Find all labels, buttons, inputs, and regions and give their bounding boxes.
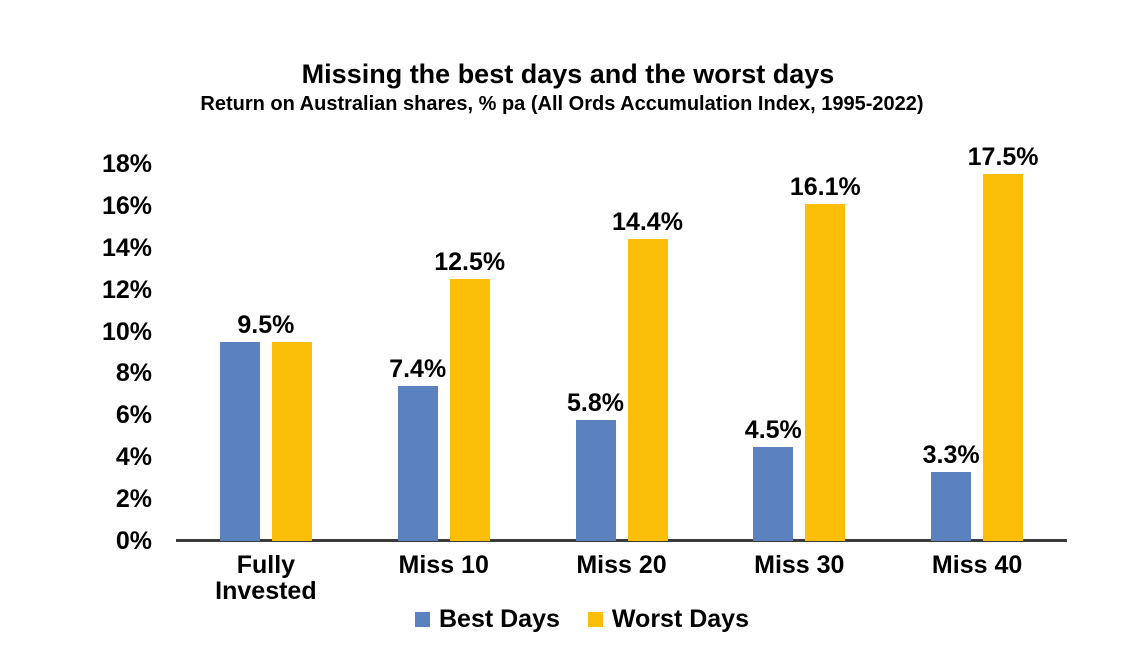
legend-swatch-icon <box>415 611 430 627</box>
data-label-worst-days-2: 14.4% <box>612 208 683 237</box>
y-tick-label: 2% <box>115 485 152 514</box>
bar-worst-days-2 <box>627 239 668 541</box>
data-label-worst-days-3: 16.1% <box>789 172 861 201</box>
data-label-best-days-1: 7.4% <box>389 355 447 383</box>
data-label-best-days-2: 5.8% <box>567 388 624 417</box>
category-label-1: Miss 10 <box>398 551 489 579</box>
legend: Best Days Worst Days <box>415 606 749 632</box>
legend-label: Best Days <box>439 605 560 633</box>
bar-best-days-1 <box>397 386 438 541</box>
bar-best-days-0 <box>219 342 260 541</box>
y-tick-label: 4% <box>115 443 152 472</box>
chart-subtitle: Return on Australian shares, % pa (All O… <box>200 93 924 115</box>
category-label-3: Miss 30 <box>754 551 845 579</box>
chart-title: Missing the best days and the worst days <box>301 59 835 89</box>
data-label-worst-days-4: 17.5% <box>967 143 1039 172</box>
y-tick-label: 8% <box>115 359 152 388</box>
y-tick-label: 12% <box>101 275 152 304</box>
y-tick-label: 0% <box>115 527 152 555</box>
bar-worst-days-0 <box>271 342 312 541</box>
category-label-0: Fully Invested <box>215 551 317 605</box>
y-tick-label: 14% <box>101 233 152 262</box>
y-tick-label: 10% <box>101 317 152 346</box>
category-label-4: Miss 40 <box>931 551 1023 579</box>
bar-best-days-2 <box>575 419 616 541</box>
data-label-best-days-4: 3.3% <box>922 440 980 469</box>
category-label-2: Miss 20 <box>576 551 667 579</box>
y-tick-label: 18% <box>101 150 152 178</box>
bar-worst-days-4 <box>983 174 1024 541</box>
bar-worst-days-1 <box>449 279 490 541</box>
bar-best-days-3 <box>753 446 794 541</box>
x-axis-line <box>176 539 1067 542</box>
legend-item-best-days: Best Days <box>415 606 560 632</box>
legend-item-worst-days: Worst Days <box>587 605 749 633</box>
y-tick-label: 16% <box>101 191 152 220</box>
bar-best-days-4 <box>931 471 972 541</box>
data-label-best-days-0: 9.5% <box>237 311 295 340</box>
y-tick-label: 6% <box>115 401 152 430</box>
bar-worst-days-3 <box>805 203 846 541</box>
legend-swatch-icon <box>587 611 603 627</box>
data-label-best-days-3: 4.5% <box>744 415 802 444</box>
legend-label: Worst Days <box>611 605 749 633</box>
data-label-worst-days-1: 12.5% <box>434 248 506 277</box>
